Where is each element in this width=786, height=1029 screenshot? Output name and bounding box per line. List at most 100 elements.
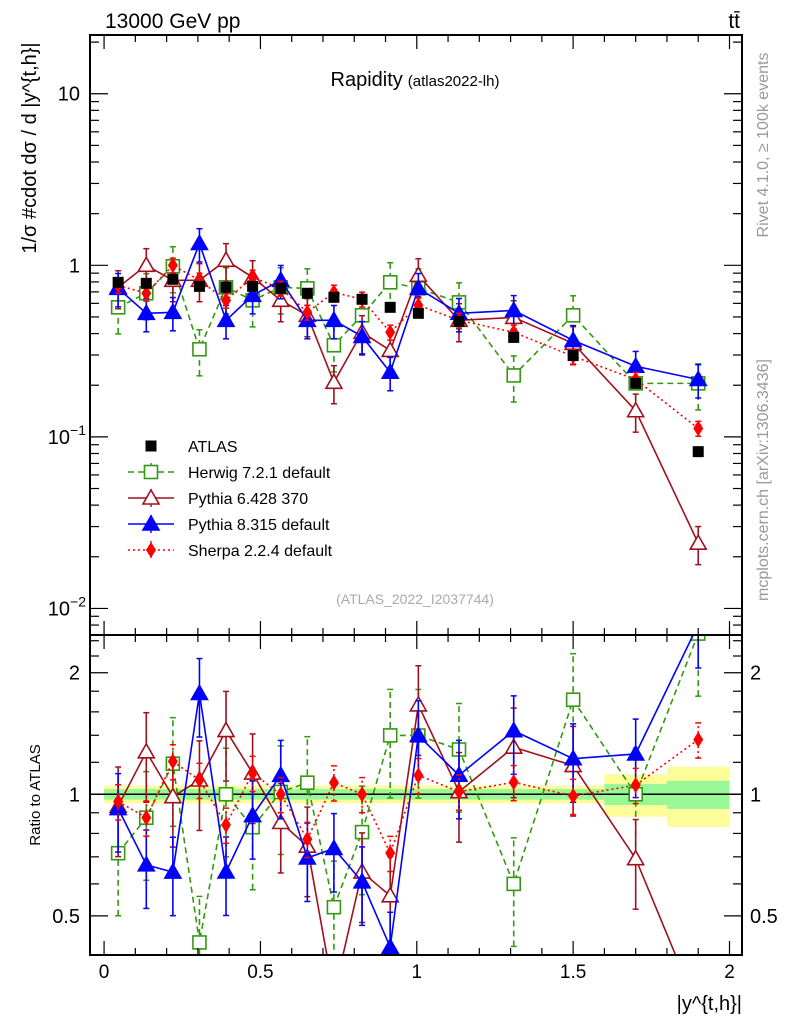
data-point bbox=[508, 331, 520, 343]
series-herwig-7-2-1-default bbox=[110, 245, 706, 411]
ratio-plot-marks bbox=[108, 635, 706, 955]
data-point bbox=[563, 330, 583, 348]
y-tick-label: 1 bbox=[69, 255, 80, 277]
data-point bbox=[167, 257, 178, 274]
data-point bbox=[326, 899, 342, 915]
data-point bbox=[136, 855, 156, 872]
data-point bbox=[141, 809, 152, 826]
legend-marker bbox=[146, 542, 156, 558]
data-point bbox=[163, 862, 183, 879]
data-point bbox=[357, 786, 368, 803]
data-point bbox=[190, 233, 209, 251]
data-point bbox=[626, 849, 646, 866]
plot-title: Rapidity (atlas2022-lh) bbox=[331, 69, 500, 91]
x-tick-label: 2 bbox=[724, 962, 735, 983]
series-sherpa-2-2-4-default bbox=[113, 722, 704, 873]
legend-label: ATLAS bbox=[188, 439, 238, 456]
data-point bbox=[565, 308, 581, 323]
data-point bbox=[626, 356, 646, 374]
ratio-y-tick-label-right: 2 bbox=[750, 663, 761, 685]
data-point bbox=[352, 326, 372, 344]
series-atlas bbox=[112, 273, 704, 458]
data-point bbox=[275, 786, 286, 803]
data-point bbox=[352, 872, 372, 889]
title-sub: (atlas2022-lh) bbox=[408, 73, 500, 90]
data-point bbox=[247, 765, 258, 782]
data-point bbox=[136, 742, 156, 759]
x-tick-label: 1.5 bbox=[560, 962, 586, 983]
data-point bbox=[504, 721, 524, 738]
legend-label: Herwig 7.2.1 default bbox=[188, 465, 331, 482]
tick-base: 10 bbox=[48, 598, 70, 620]
data-point bbox=[192, 341, 207, 357]
data-point bbox=[382, 728, 398, 743]
data-point bbox=[194, 772, 205, 789]
legend-marker bbox=[145, 440, 157, 452]
legend: ATLAS Herwig 7.2.1 default Pythia 6.428 37… bbox=[128, 439, 333, 560]
data-point bbox=[243, 285, 262, 303]
data-point bbox=[453, 783, 464, 800]
data-point bbox=[328, 291, 340, 303]
series-line bbox=[117, 738, 699, 856]
data-point bbox=[626, 401, 646, 418]
data-point bbox=[300, 775, 315, 790]
tick-exponent: −2 bbox=[70, 593, 86, 609]
data-point bbox=[626, 744, 646, 761]
data-point bbox=[302, 304, 313, 321]
data-point bbox=[113, 793, 124, 810]
y-tick-label: 10−2 bbox=[48, 593, 86, 620]
data-point bbox=[216, 250, 236, 268]
tick-base: 10 bbox=[58, 84, 80, 106]
legend-entry: Pythia 6.428 370 bbox=[128, 488, 308, 508]
data-point bbox=[693, 731, 704, 748]
data-point bbox=[380, 340, 400, 358]
y-tick-label: 10−1 bbox=[48, 422, 86, 449]
data-point bbox=[216, 310, 236, 328]
data-point bbox=[193, 280, 205, 292]
x-tick-label: 0.5 bbox=[247, 962, 273, 983]
legend-label: Pythia 8.315 default bbox=[188, 517, 330, 534]
ratio-y-tick-label-left: 2 bbox=[69, 663, 80, 685]
data-point bbox=[216, 720, 236, 738]
data-point bbox=[408, 278, 428, 296]
data-point bbox=[382, 275, 398, 290]
data-point bbox=[271, 812, 291, 830]
process-label: tt̄ bbox=[728, 10, 740, 33]
data-point bbox=[506, 368, 522, 383]
legend-entry: ATLAS bbox=[145, 439, 238, 456]
data-point bbox=[324, 372, 344, 390]
data-point bbox=[568, 788, 579, 805]
data-point bbox=[326, 337, 342, 353]
legend-label: Pythia 6.428 370 bbox=[188, 491, 308, 508]
data-point bbox=[380, 362, 400, 380]
data-point bbox=[190, 683, 209, 701]
data-point bbox=[356, 293, 368, 305]
watermark: (ATLAS_2022_I2037744) bbox=[336, 591, 494, 607]
data-point bbox=[136, 255, 156, 273]
data-point bbox=[218, 786, 234, 802]
data-point bbox=[380, 886, 400, 903]
data-point bbox=[275, 282, 287, 294]
title-main: Rapidity bbox=[331, 69, 403, 91]
data-point bbox=[692, 446, 704, 458]
x-tick-label: 0 bbox=[99, 962, 110, 983]
data-point bbox=[504, 300, 524, 318]
tick-exponent: −1 bbox=[70, 422, 86, 438]
ratio-plot-frame bbox=[89, 634, 743, 956]
data-point bbox=[380, 937, 400, 954]
data-point bbox=[385, 845, 396, 862]
data-point bbox=[408, 725, 428, 743]
data-point bbox=[324, 838, 344, 856]
legend-marker bbox=[141, 488, 161, 505]
ratio-y-label: Ratio to ATLAS bbox=[27, 744, 44, 845]
data-point bbox=[563, 749, 583, 766]
legend-label: Sherpa 2.2.4 default bbox=[188, 543, 333, 560]
data-point bbox=[302, 831, 313, 848]
data-point bbox=[630, 777, 641, 794]
series-pythia-8-315-default bbox=[108, 635, 702, 955]
series-line bbox=[117, 702, 677, 955]
data-point bbox=[413, 767, 424, 784]
data-point bbox=[271, 765, 291, 783]
